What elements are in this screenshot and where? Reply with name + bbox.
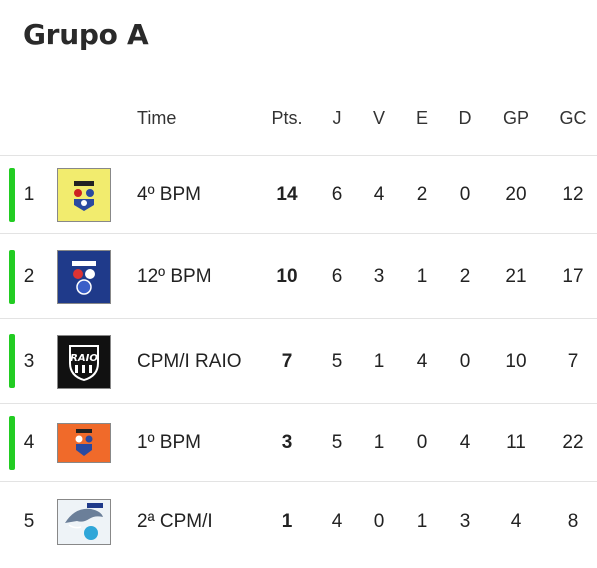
position: 2	[23, 265, 35, 287]
goals-for: 20	[505, 184, 527, 205]
qualification-indicator	[9, 416, 15, 470]
team-crest-icon	[57, 423, 111, 463]
played: 6	[331, 265, 343, 287]
draws: 1	[416, 265, 428, 287]
points: 3	[281, 432, 293, 453]
goals-for: 11	[506, 432, 526, 453]
wins: 1	[373, 350, 385, 372]
goals-against: 8	[567, 511, 579, 532]
draws: 2	[416, 184, 428, 205]
draws: 1	[416, 511, 428, 532]
wins: 0	[373, 511, 385, 532]
header-played: J	[332, 107, 342, 128]
position: 1	[23, 184, 35, 205]
losses: 2	[459, 265, 471, 287]
played: 5	[331, 350, 343, 372]
points: 14	[276, 184, 298, 205]
losses: 0	[459, 184, 471, 205]
header-wins: V	[372, 107, 385, 128]
played: 5	[331, 432, 343, 453]
position: 3	[23, 350, 35, 372]
header-points: Pts.	[271, 107, 303, 128]
played: 4	[331, 511, 343, 532]
wins: 4	[373, 184, 385, 205]
header-draws: E	[415, 107, 428, 128]
position: 4	[23, 432, 35, 453]
svg-text:RAIO: RAIO	[70, 353, 98, 364]
team-name[interactable]: CPM/I RAIO	[137, 350, 242, 372]
draws: 0	[416, 432, 428, 453]
team-name[interactable]: 2ª CPM/I	[137, 511, 213, 532]
header-goals-for: GP	[502, 107, 529, 128]
losses: 3	[459, 511, 471, 532]
table-row[interactable]: 1 4º BPM 14 6 4 2 0 20 12	[0, 155, 597, 234]
goals-for: 21	[505, 265, 527, 287]
points: 1	[281, 511, 293, 532]
goals-against: 7	[567, 350, 579, 372]
goals-for: 10	[505, 350, 527, 372]
header-goals-against: GC	[559, 107, 587, 128]
table-row[interactable]: 3 RAIO CPM/I RAIO 7 5 1 4 0 10 7	[0, 318, 597, 404]
header-losses: D	[458, 107, 472, 128]
table-header: Time Pts. J V E D GP GC	[0, 100, 597, 136]
losses: 4	[459, 432, 471, 453]
position: 5	[23, 511, 35, 532]
wins: 1	[373, 432, 385, 453]
table-row[interactable]: 2 12º BPM 10 6 3 1 2 21 17	[0, 233, 597, 319]
losses: 0	[459, 350, 471, 372]
team-name[interactable]: 1º BPM	[137, 432, 201, 453]
header-team: Time	[137, 107, 177, 128]
played: 6	[331, 184, 343, 205]
team-crest-icon: RAIO	[57, 334, 111, 389]
team-crest-icon	[57, 499, 111, 545]
table-row[interactable]: 5 2ª CPM/I 1 4 0 1 3 4 8	[0, 481, 597, 562]
table-row[interactable]: 4 1º BPM 3 5 1 0 4 11 22	[0, 403, 597, 482]
team-name[interactable]: 4º BPM	[137, 184, 201, 205]
goals-against: 17	[562, 265, 584, 287]
goals-against: 12	[562, 184, 584, 205]
qualification-indicator	[9, 334, 15, 388]
wins: 3	[373, 265, 385, 287]
goals-for: 4	[510, 511, 522, 532]
draws: 4	[416, 350, 428, 372]
team-crest-icon	[57, 249, 111, 304]
team-crest-icon	[57, 168, 111, 222]
qualification-indicator	[9, 168, 15, 222]
qualification-indicator	[9, 250, 15, 304]
group-title: Grupo A	[23, 18, 149, 51]
team-name[interactable]: 12º BPM	[137, 265, 212, 287]
points: 7	[281, 350, 293, 372]
points: 10	[276, 265, 298, 287]
goals-against: 22	[562, 432, 584, 453]
